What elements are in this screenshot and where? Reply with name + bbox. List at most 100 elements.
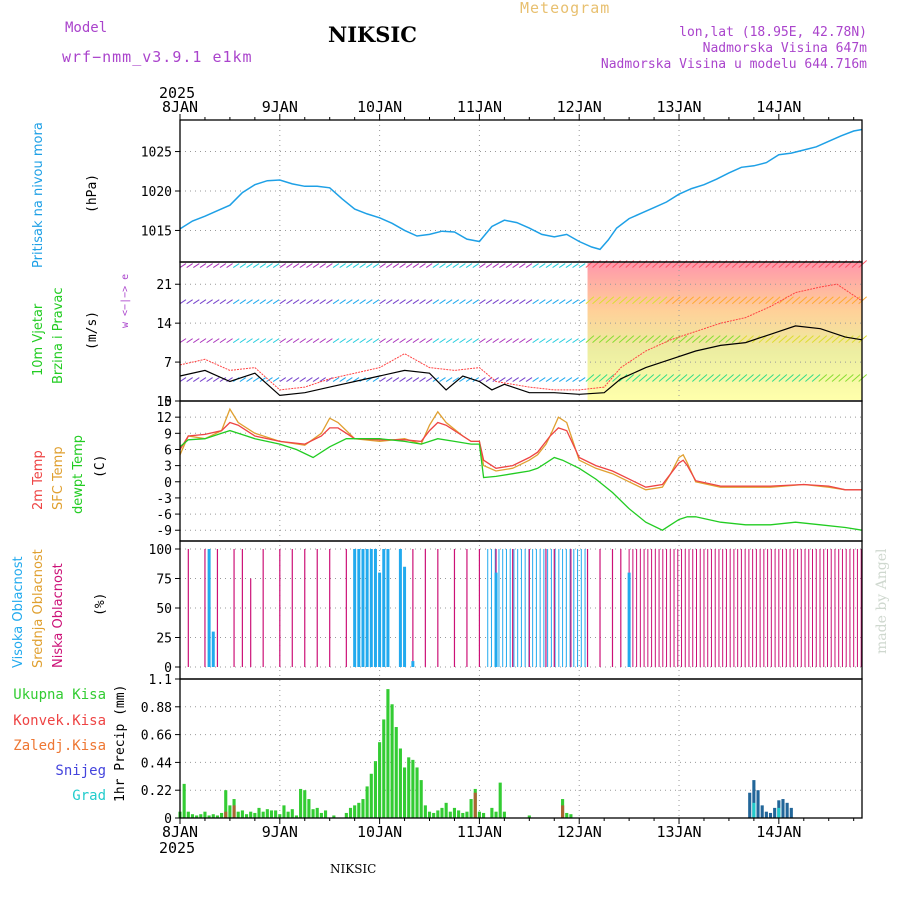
chart-title: Meteogram: [520, 0, 611, 17]
wind-barb: [232, 263, 240, 268]
footer-station: NIKSIC: [330, 862, 377, 876]
wind-barb: [698, 296, 708, 305]
wind-barb: [359, 338, 366, 344]
wind-barb: [525, 263, 533, 268]
wind-barb: [399, 338, 406, 344]
precip-bar-total_rain: [315, 807, 319, 818]
wind-barb: [385, 263, 393, 268]
model-elevation-label: Nadmorska Visina u modelu 644.716m: [600, 57, 867, 72]
wind-barb: [519, 377, 526, 382]
precip-legend-item: Zaledj.Kisa: [13, 738, 106, 754]
wind-barb: [831, 374, 841, 382]
wind-barb: [472, 377, 480, 382]
wind-barb: [539, 263, 546, 268]
wind-barb: [499, 338, 506, 344]
wind-barb: [572, 263, 579, 268]
wind-barb: [445, 377, 453, 382]
wind-barb: [186, 377, 193, 382]
wind-barb: [558, 263, 566, 268]
wind-barb: [445, 263, 453, 268]
wind-barb: [286, 377, 293, 382]
precip-bar-total_rain: [498, 782, 502, 818]
wind-barb: [346, 377, 353, 382]
temp-sfc-label: SFC Temp: [51, 446, 66, 510]
wind-barb: [811, 296, 821, 305]
wind-barb: [359, 299, 366, 305]
wind-barb: [379, 299, 386, 305]
wind-barb: [432, 299, 440, 305]
wind-barb: [352, 377, 360, 382]
wind-barb: [851, 374, 861, 382]
wind-barb: [292, 338, 300, 344]
precip-bar-total_rain: [195, 815, 199, 818]
wind-barb: [206, 338, 213, 344]
precip-bar-total_rain: [269, 810, 274, 818]
precip-bar-total_rain: [265, 809, 269, 818]
wind-unit-label: (m/s): [85, 311, 100, 350]
precip-bar-total_rain: [220, 812, 224, 818]
wind-barb: [246, 299, 253, 305]
wind-barb: [212, 263, 220, 268]
precip-bar-total_rain: [452, 807, 457, 818]
wind-barb: [585, 335, 595, 343]
precip-bar-snow: [748, 792, 752, 818]
wind-barb: [565, 299, 573, 305]
wind-barb: [385, 377, 393, 382]
wind-barb: [592, 296, 601, 305]
strong-wind-band: [587, 263, 862, 400]
wind-barb: [419, 263, 426, 268]
wind-barb: [252, 299, 260, 305]
temp-tick-label: 3: [164, 460, 172, 475]
temp-tick-label: 9: [164, 427, 172, 442]
precip-bar-snow: [756, 790, 760, 818]
wind-barb: [272, 263, 280, 268]
wind-barb: [346, 299, 353, 305]
precip-tick-label: 0.66: [141, 729, 172, 744]
x-tick-label-bottom: 13JAN: [656, 823, 701, 841]
pressure-axis-label: Pritisak na nivou mora: [31, 122, 46, 268]
wind-barb: [425, 299, 433, 305]
wind-barb: [206, 377, 213, 382]
wind-barb: [738, 335, 748, 343]
wind-barb: [505, 377, 513, 382]
cloud-low-label: Niska Oblacnost: [51, 563, 66, 668]
x-tick-label-top: 13JAN: [656, 98, 701, 116]
wind-barb: [745, 335, 754, 343]
wind-barb: [299, 377, 307, 382]
wind-barb: [585, 296, 595, 305]
wind-barb: [578, 299, 586, 305]
wind-barb: [412, 377, 420, 382]
wind-barb: [851, 296, 861, 305]
wind-barb: [226, 299, 233, 305]
precip-bar-snow: [773, 807, 777, 818]
wind-barb: [452, 263, 460, 268]
wind-barb: [299, 263, 307, 268]
wind-barb: [831, 335, 841, 343]
wind-barb: [718, 335, 728, 343]
wind-barb: [711, 296, 721, 305]
wind-barb: [186, 299, 193, 305]
precip-legend-item: Ukupna Kisa: [13, 687, 106, 703]
wind-barb: [485, 263, 493, 268]
wind-barb: [592, 374, 601, 382]
model-label: Model: [65, 20, 108, 36]
wind-barb: [193, 263, 200, 268]
wind-barb: [359, 263, 366, 268]
wind-barb: [592, 335, 601, 343]
wind-barb: [731, 335, 741, 343]
wind-barb: [512, 377, 519, 382]
wind-barb: [798, 335, 808, 343]
temp-dew-label: dewpt Temp: [71, 435, 86, 514]
wind-barb: [692, 374, 701, 382]
precip-bar-total_rain: [282, 805, 286, 818]
wind-barb: [186, 338, 193, 344]
precip-bar-total_rain: [411, 759, 415, 818]
wind-barb: [678, 335, 688, 343]
wind-barb: [545, 338, 553, 344]
wind-barb: [578, 338, 586, 344]
wind-barb: [585, 374, 595, 382]
wind-barb: [246, 338, 253, 344]
precip-bar-convective: [561, 805, 565, 818]
wind-barb: [658, 374, 668, 382]
wind-barb: [292, 263, 300, 268]
